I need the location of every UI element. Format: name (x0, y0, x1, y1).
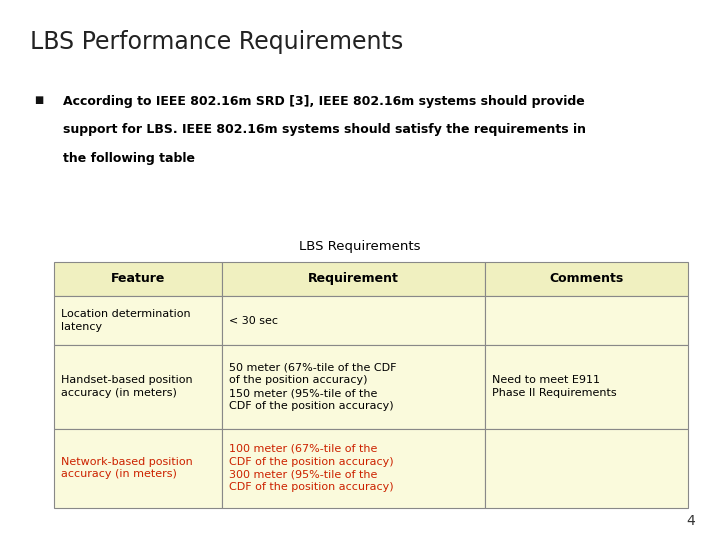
Bar (222, 296, 485, 345)
Text: ■: ■ (35, 94, 44, 105)
Text: LBS Performance Requirements: LBS Performance Requirements (30, 30, 403, 53)
Bar (485, 262, 688, 296)
Text: Need to meet E911
Phase II Requirements: Need to meet E911 Phase II Requirements (492, 375, 616, 399)
Text: 100 meter (67%-tile of the
CDF of the position accuracy)
300 meter (95%-tile of : 100 meter (67%-tile of the CDF of the po… (229, 444, 394, 492)
Text: Feature: Feature (111, 273, 165, 286)
Text: 50 meter (67%-tile of the CDF
of the position accuracy)
150 meter (95%-tile of t: 50 meter (67%-tile of the CDF of the pos… (229, 363, 397, 411)
Bar (54, 345, 222, 429)
Text: support for LBS. IEEE 802.16m systems should satisfy the requirements in: support for LBS. IEEE 802.16m systems sh… (63, 123, 586, 136)
Text: LBS Requirements: LBS Requirements (300, 240, 420, 253)
Bar (485, 429, 688, 508)
Text: Requirement: Requirement (308, 273, 399, 286)
Text: Comments: Comments (549, 273, 624, 286)
Text: Location determination
latency: Location determination latency (61, 309, 191, 332)
Bar (485, 296, 688, 345)
Bar (54, 296, 222, 345)
Text: < 30 sec: < 30 sec (229, 316, 278, 326)
Text: Network-based position
accuracy (in meters): Network-based position accuracy (in mete… (61, 457, 193, 480)
Text: According to IEEE 802.16m SRD [3], IEEE 802.16m systems should provide: According to IEEE 802.16m SRD [3], IEEE … (63, 94, 585, 107)
Bar (222, 262, 485, 296)
Text: Handset-based position
accuracy (in meters): Handset-based position accuracy (in mete… (61, 375, 193, 399)
Bar (54, 262, 222, 296)
Text: the following table: the following table (63, 152, 195, 165)
Bar (222, 429, 485, 508)
Bar (54, 429, 222, 508)
Bar (222, 345, 485, 429)
Bar (485, 345, 688, 429)
Text: 4: 4 (686, 514, 695, 528)
